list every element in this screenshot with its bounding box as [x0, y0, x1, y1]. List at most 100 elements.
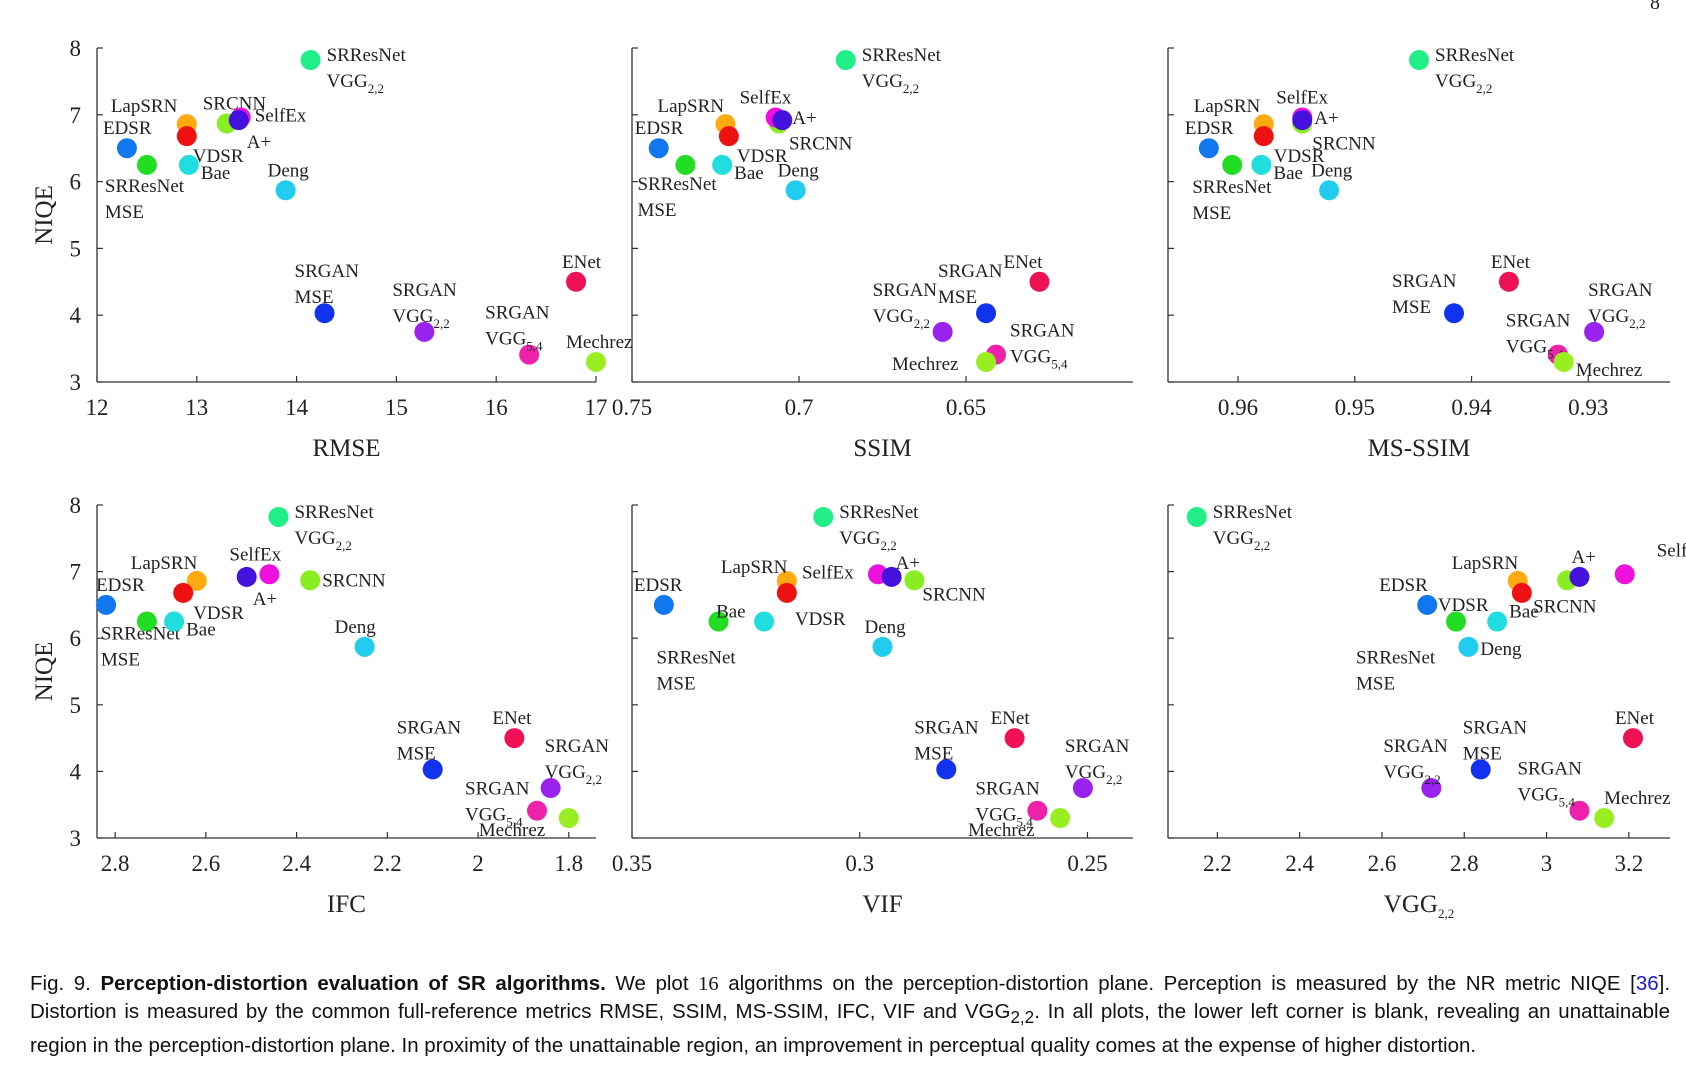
page-number: 8: [1650, 0, 1660, 14]
point-label: Bae: [1509, 602, 1539, 623]
data-point-vdsr: [1253, 126, 1274, 147]
scatter-panel-6: 2.2 2.4 2.6 2.8 3 3.2 VGG2,2 SRResNet VGG2,2 SRRe…: [1167, 502, 1686, 921]
x-tick-label: 12: [86, 395, 109, 420]
point-label: LapSRN: [131, 553, 198, 574]
data-point-srgan-mse: [422, 759, 443, 780]
x-tick-label: 1.8: [554, 851, 583, 876]
point-label: Bae: [716, 602, 746, 623]
data-point-vdsr: [176, 126, 197, 147]
x-tick-label: 16: [485, 395, 508, 420]
point-label: SRGAN: [545, 736, 610, 757]
x-tick-label: 17: [585, 395, 608, 420]
y-tick-label: 8: [70, 493, 82, 518]
point-label: MSE: [657, 674, 696, 695]
point-label: VDSR: [1438, 595, 1489, 616]
point-label: SelfEx: [1657, 540, 1686, 561]
data-point-a+: [1569, 566, 1590, 587]
data-point-srresnet-mse: [675, 154, 696, 175]
point-label: VGG2,2: [873, 306, 930, 331]
point-label: SRResNet: [1435, 45, 1515, 66]
point-label: SRGAN: [975, 779, 1040, 800]
data-point-deng: [1458, 636, 1479, 657]
point-label: SRCNN: [203, 93, 267, 114]
data-point-deng: [785, 180, 806, 201]
point-label: SRGAN: [295, 261, 360, 282]
x-tick-label: 2.2: [1203, 851, 1232, 876]
data-point-a+: [228, 110, 249, 131]
point-label: SRGAN: [392, 280, 457, 301]
point-label: SRGAN: [1463, 717, 1528, 738]
data-point-lapsrn: [186, 570, 207, 591]
data-point-srgan-vgg22: [414, 321, 435, 342]
point-label: SRGAN: [397, 717, 462, 738]
point-label: ENet: [1003, 252, 1043, 273]
data-point-mechrez: [976, 351, 997, 372]
perception-distortion-figure: 3 4 5 6 7 8 12 13 14 15 16 17 RMSE NIQE SRResNet VGG2,2…: [31, 36, 1686, 921]
x-tick-label: 0.94: [1451, 395, 1492, 420]
data-point-bae: [178, 154, 199, 175]
data-point-a+: [881, 566, 902, 587]
data-point-srcnn: [904, 570, 925, 591]
x-axis-label: MS-SSIM: [1368, 435, 1471, 462]
point-label: MSE: [1463, 743, 1502, 764]
point-label: SRResNet: [105, 176, 185, 197]
data-point-srresnet-vgg: [268, 506, 289, 527]
point-label: SRResNet: [637, 174, 717, 195]
data-point-srgan-vgg22: [1421, 778, 1442, 799]
data-point-mechrez: [586, 351, 606, 372]
point-label: MSE: [938, 287, 977, 308]
point-label: SRGAN: [465, 779, 530, 800]
data-point-deng: [275, 180, 296, 201]
data-point-srgan-vgg54: [1569, 800, 1590, 821]
point-label: LapSRN: [721, 557, 788, 578]
point-label: LapSRN: [111, 96, 178, 117]
point-label: SRGAN: [873, 280, 938, 301]
caption-lead: Perception-distortion evaluation of SR a…: [100, 972, 606, 995]
data-point-edsr: [1198, 138, 1219, 159]
data-point-bae: [1251, 154, 1272, 175]
caption-citation-link[interactable]: 36: [1635, 972, 1659, 995]
figure-caption: Fig. 9. Perception-distortion evaluation…: [30, 970, 1670, 1060]
point-label: Deng: [865, 617, 907, 638]
point-label: MSE: [1192, 203, 1231, 224]
point-label: A+: [792, 108, 816, 129]
point-label: VGG5,4: [485, 329, 543, 354]
point-label: ENet: [1491, 252, 1531, 273]
point-label: VGG2,2: [839, 528, 896, 553]
point-label: LapSRN: [658, 96, 725, 117]
data-point-srgan-vgg22: [1072, 778, 1093, 799]
point-label: SelfEx: [229, 544, 281, 565]
x-tick-label: 14: [285, 395, 309, 420]
point-label: Mechrez: [968, 820, 1034, 841]
point-label: SRResNet: [862, 45, 942, 66]
point-label: SRResNet: [327, 45, 407, 66]
point-label: EDSR: [1379, 575, 1428, 596]
y-tick-label: 7: [70, 560, 82, 585]
point-label: MSE: [1356, 674, 1395, 695]
point-label: MSE: [1392, 297, 1431, 318]
y-tick-label: 4: [70, 759, 82, 784]
y-tick-label: 5: [70, 693, 82, 718]
x-tick-label: 2.6: [191, 851, 220, 876]
y-tick-label: 3: [70, 370, 82, 395]
caption-text-3: ]. Distortion is measured by the common …: [30, 972, 1671, 1023]
data-point-enet: [1622, 728, 1643, 749]
data-point-deng: [354, 636, 375, 657]
point-label: MSE: [397, 743, 436, 764]
point-label: Bae: [734, 163, 764, 184]
x-tick-label: 3: [1541, 851, 1553, 876]
point-label: Mechrez: [892, 354, 958, 375]
point-label: Deng: [268, 160, 310, 181]
point-label: VGG2,2: [1065, 762, 1122, 787]
scatter-panel-5: 0.35 0.3 0.25 VIF SRResNet VGG2,2 SRResNet MSE E…: [612, 502, 1133, 918]
point-label: MSE: [914, 743, 953, 764]
point-label: LapSRN: [1452, 553, 1519, 574]
point-label: A+: [253, 589, 277, 610]
x-tick-label: 0.93: [1568, 395, 1608, 420]
point-label: SRResNet: [839, 502, 919, 523]
caption-text-4: . In all plots, the lower left corner is…: [30, 1000, 1671, 1058]
data-point-srresnet-vgg: [813, 506, 834, 527]
point-label: EDSR: [96, 575, 145, 596]
point-label: SelfEx: [255, 105, 307, 126]
point-label: ENet: [991, 708, 1031, 729]
